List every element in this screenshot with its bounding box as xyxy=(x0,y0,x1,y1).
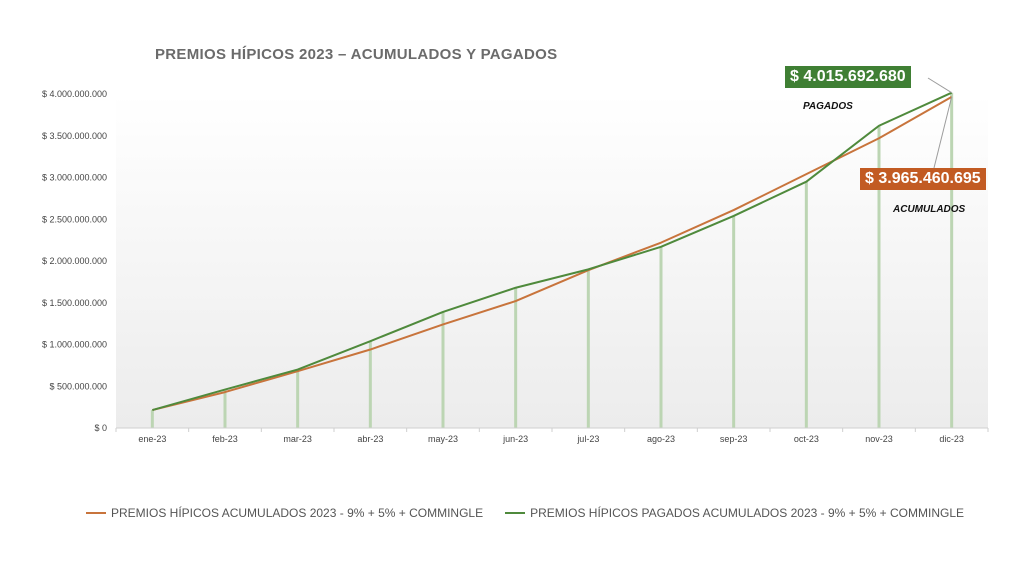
x-tick-label: mar-23 xyxy=(283,434,312,444)
legend-swatch-accumulated xyxy=(86,512,106,514)
x-tick-label: jun-23 xyxy=(502,434,528,444)
y-tick-label: $ 1.000.000.000 xyxy=(42,340,107,350)
legend-item-accumulated: PREMIOS HÍPICOS ACUMULADOS 2023 - 9% + 5… xyxy=(86,506,483,520)
x-tick-label: abr-23 xyxy=(357,434,383,444)
y-tick-label: $ 2.000.000.000 xyxy=(42,256,107,266)
y-tick-label: $ 3.000.000.000 xyxy=(42,173,107,183)
chart-legend: PREMIOS HÍPICOS ACUMULADOS 2023 - 9% + 5… xyxy=(86,506,964,520)
paid-callout-label: PAGADOS xyxy=(803,101,853,112)
legend-label-accumulated: PREMIOS HÍPICOS ACUMULADOS 2023 - 9% + 5… xyxy=(111,506,484,520)
y-tick-label: $ 0 xyxy=(94,423,107,433)
x-tick-label: sep-23 xyxy=(720,434,748,444)
chart-title: PREMIOS HÍPICOS 2023 – ACUMULADOS Y PAGA… xyxy=(155,46,558,63)
y-tick-label: $ 3.500.000.000 xyxy=(42,131,107,141)
series-line-accumulated xyxy=(152,96,953,412)
paid-total-callout: $ 4.015.692.680 xyxy=(785,66,911,88)
legend-swatch-paid xyxy=(505,512,526,514)
x-tick-label: nov-23 xyxy=(865,434,893,444)
legend-label-paid: PREMIOS HÍPICOS PAGADOS ACUMULADOS 2023 … xyxy=(530,506,965,520)
x-tick-label: ene-23 xyxy=(138,434,166,444)
x-tick-label: ago-23 xyxy=(647,434,675,444)
x-tick-label: jul-23 xyxy=(576,434,599,444)
accumulated-callout-label: ACUMULADOS xyxy=(893,204,966,215)
x-tick-label: feb-23 xyxy=(212,434,238,444)
y-tick-label: $ 2.500.000.000 xyxy=(42,214,107,224)
paid-callout-leader xyxy=(927,77,952,94)
accumulated-callout-leader xyxy=(933,96,953,169)
accumulated-total-callout: $ 3.965.460.695 xyxy=(860,168,986,190)
plot-area xyxy=(116,94,988,428)
y-tick-label: $ 1.500.000.000 xyxy=(42,298,107,308)
series-line-paid xyxy=(152,91,953,412)
legend-item-paid: PREMIOS HÍPICOS PAGADOS ACUMULADOS 2023 … xyxy=(505,506,964,520)
x-tick-label: may-23 xyxy=(428,434,458,444)
x-tick-label: oct-23 xyxy=(794,434,819,444)
x-tick-label: dic-23 xyxy=(939,434,964,444)
y-tick-label: $ 500.000.000 xyxy=(49,381,107,391)
y-tick-label: $ 4.000.000.000 xyxy=(42,89,107,99)
